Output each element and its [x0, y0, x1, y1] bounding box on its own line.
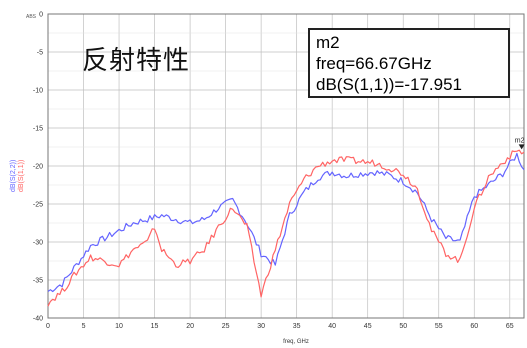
x-tick-label: 45	[364, 323, 372, 330]
marker-freq: freq=66.67GHz	[316, 54, 432, 73]
series-line-s11	[47, 149, 525, 307]
y-tick-label: 0	[39, 12, 43, 19]
plot-frame	[47, 13, 525, 319]
marker-label: m2	[515, 137, 525, 144]
x-tick-label: 20	[186, 323, 194, 330]
x-tick-label: 25	[222, 323, 230, 330]
series-line-s22	[47, 152, 525, 293]
x-tick-label: 60	[470, 323, 478, 330]
y-tick-label: -35	[33, 278, 43, 285]
x-tick-label: 55	[435, 323, 443, 330]
x-axis-label: freq, GHz	[283, 339, 309, 345]
y-tick-label: -40	[33, 316, 43, 323]
marker-readout: m2 freq=66.67GHz dB(S(1,1))=-17.951	[308, 28, 510, 98]
x-tick-label: 10	[115, 323, 123, 330]
y-axis-top-label: ABS	[26, 14, 37, 20]
legend: dB(S(2,2)) dB(S(1,1))	[4, 150, 25, 210]
marker-triangle	[518, 144, 525, 150]
x-tick-label: 35	[293, 323, 301, 330]
y-tick-label: -10	[33, 88, 43, 95]
y-tick-label: -15	[33, 126, 43, 133]
y-tick-label: -30	[33, 240, 43, 247]
marker-name: m2	[316, 33, 340, 52]
y-tick-label: -20	[33, 164, 43, 171]
chart-title: 反射特性	[82, 46, 191, 76]
x-tick-label: 50	[399, 323, 407, 330]
y-tick-label: -5	[37, 50, 43, 57]
x-tick-label: 65	[506, 323, 514, 330]
legend-s11: dB(S(1,1))	[18, 159, 25, 192]
x-tick-label: 15	[151, 323, 159, 330]
x-tick-label: 40	[328, 323, 336, 330]
x-tick-label: 30	[257, 323, 265, 330]
x-tick-label: 0	[46, 323, 50, 330]
legend-s22: dB(S(2,2))	[10, 159, 17, 192]
y-tick-label: -25	[33, 202, 43, 209]
x-tick-label: 5	[82, 323, 86, 330]
marker-value: dB(S(1,1))=-17.951	[316, 75, 462, 94]
